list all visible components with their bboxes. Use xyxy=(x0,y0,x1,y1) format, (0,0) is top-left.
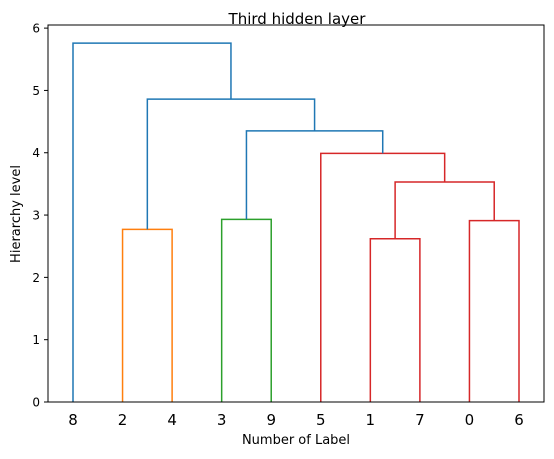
leaf-label-6: 6 xyxy=(514,411,524,429)
link-1-with-7 xyxy=(369,237,421,402)
link-2-with-4 xyxy=(121,228,173,402)
y-tick-label-5: 5 xyxy=(32,84,40,98)
y-tick-label-3: 3 xyxy=(32,209,40,223)
link-8-with-2-4-3-9-5-1-7-0-6 xyxy=(72,42,232,402)
chart-title: Third hidden layer xyxy=(228,10,367,28)
leaf-label-2: 2 xyxy=(118,411,128,429)
x-axis-label: Number of Label xyxy=(242,433,350,448)
leaf-label-3: 3 xyxy=(217,411,227,429)
leaf-label-0: 0 xyxy=(465,411,475,429)
link-1-7-with-0-6 xyxy=(394,181,495,239)
link-2-4-with-3-9-5-1-7-0-6 xyxy=(146,98,316,230)
y-tick-label-6: 6 xyxy=(32,22,40,36)
x-axis: 8 2 4 3 9 5 1 7 0 6 xyxy=(68,411,524,429)
leaf-label-7: 7 xyxy=(415,411,425,429)
link-0-with-6 xyxy=(468,219,520,402)
y-tick-label-2: 2 xyxy=(32,271,40,285)
y-tick-label-4: 4 xyxy=(32,146,40,160)
leaf-label-9: 9 xyxy=(266,411,276,429)
y-axis: 0 1 2 3 4 5 6 xyxy=(32,22,48,410)
link-3-with-9 xyxy=(220,218,272,402)
leaf-label-8: 8 xyxy=(68,411,78,429)
link-3-9-with-5-1-7-0-6 xyxy=(245,130,384,220)
leaf-label-5: 5 xyxy=(316,411,326,429)
y-axis-label: Hierarchy level xyxy=(9,165,24,263)
leaf-label-1: 1 xyxy=(366,411,376,429)
y-tick-label-0: 0 xyxy=(32,396,40,410)
y-tick-label-1: 1 xyxy=(32,333,40,347)
plot-area-frame xyxy=(47,24,545,403)
dendrogram-links xyxy=(72,42,520,402)
leaf-label-4: 4 xyxy=(167,411,177,429)
link-5-with-1-7-0-6 xyxy=(320,152,446,402)
